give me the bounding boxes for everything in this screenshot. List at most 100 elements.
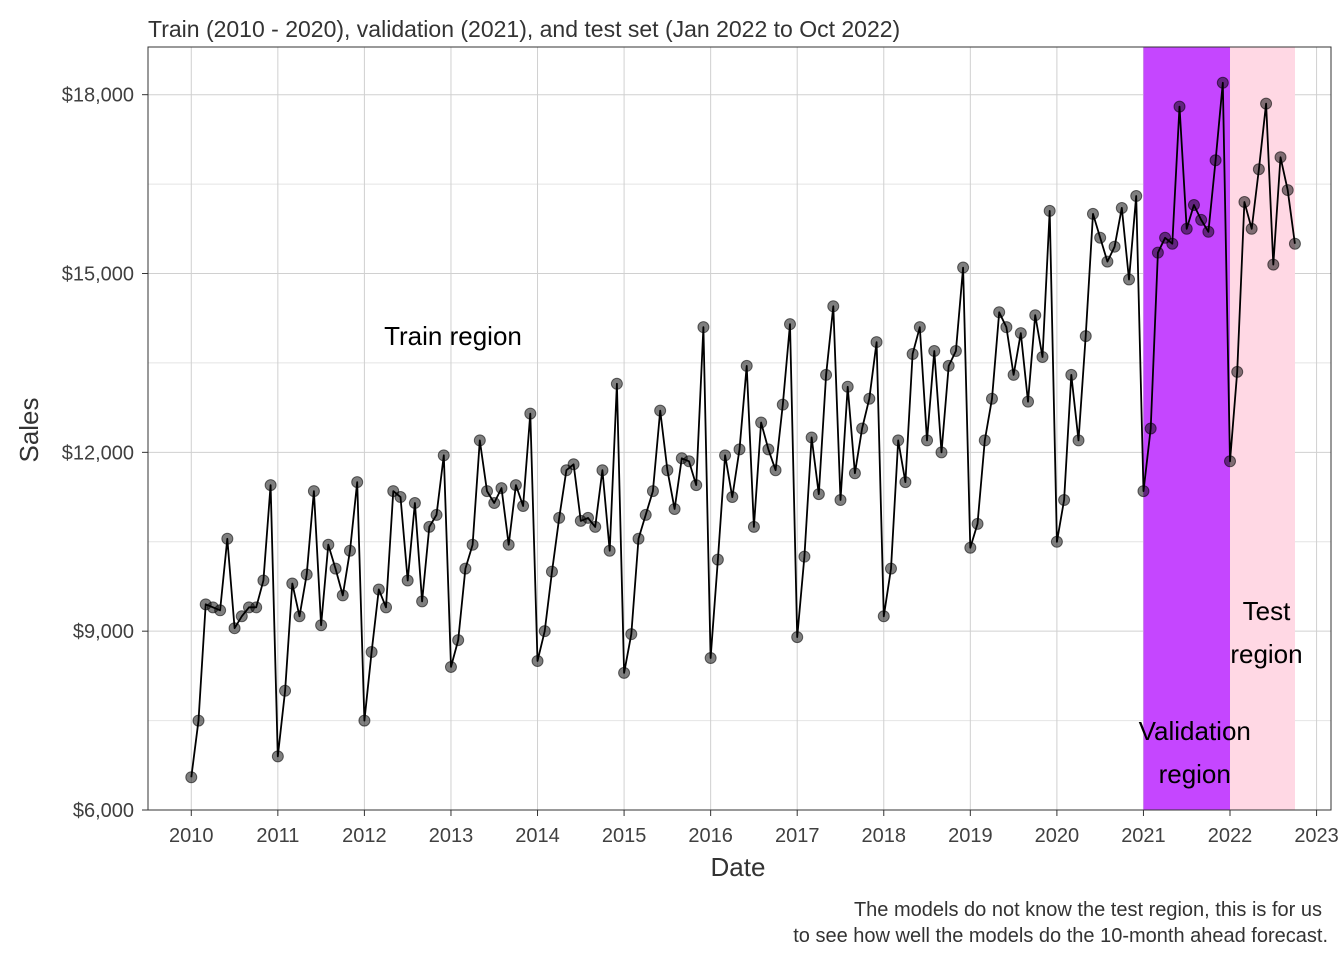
data-point bbox=[964, 541, 977, 554]
train-region-label: Train region bbox=[384, 321, 522, 351]
data-point bbox=[459, 562, 472, 575]
data-point bbox=[495, 482, 508, 495]
x-tick-label: 2014 bbox=[515, 825, 560, 847]
data-point bbox=[589, 520, 602, 533]
data-point bbox=[769, 464, 782, 477]
data-point bbox=[856, 422, 869, 435]
data-point bbox=[228, 622, 241, 635]
x-tick-label: 2017 bbox=[775, 825, 820, 847]
data-point bbox=[1166, 237, 1179, 250]
data-point bbox=[517, 499, 530, 512]
region-band-fill-1 bbox=[1230, 47, 1295, 810]
x-axis-title: Date bbox=[711, 852, 766, 882]
data-point bbox=[892, 434, 905, 447]
data-point bbox=[1267, 258, 1280, 271]
data-point bbox=[596, 464, 609, 477]
data-point bbox=[488, 497, 501, 510]
data-point bbox=[1238, 195, 1251, 208]
data-point bbox=[899, 476, 912, 489]
data-point bbox=[1281, 184, 1294, 197]
x-tick-label: 2013 bbox=[429, 825, 474, 847]
data-point bbox=[1079, 330, 1092, 343]
data-point bbox=[408, 497, 421, 510]
data-point bbox=[1050, 535, 1063, 548]
x-tick-label: 2011 bbox=[256, 825, 299, 847]
data-point bbox=[315, 619, 328, 632]
data-point bbox=[531, 654, 544, 667]
data-point bbox=[848, 467, 861, 480]
x-tick-label: 2019 bbox=[948, 825, 993, 847]
data-point bbox=[841, 380, 854, 393]
data-point bbox=[1036, 350, 1049, 363]
annotations: Train region Validation region Test region bbox=[384, 321, 1303, 789]
data-point bbox=[286, 577, 299, 590]
y-tick-label: $15,000 bbox=[62, 264, 134, 286]
data-point bbox=[884, 562, 897, 575]
data-point bbox=[1245, 222, 1258, 235]
x-tick-label: 2022 bbox=[1208, 825, 1253, 847]
x-axis-ticks: 2010 2011 2012 2013 2014 2015 2016 2017 2018 2019… bbox=[169, 810, 1339, 847]
data-point bbox=[776, 398, 789, 411]
data-point bbox=[646, 485, 659, 498]
data-point bbox=[957, 261, 970, 274]
x-tick-label: 2023 bbox=[1294, 825, 1339, 847]
y-tick-label: $18,000 bbox=[62, 85, 134, 107]
data-point bbox=[582, 511, 595, 524]
data-point bbox=[863, 392, 876, 405]
data-point bbox=[985, 392, 998, 405]
data-point bbox=[740, 359, 753, 372]
data-point bbox=[1137, 485, 1150, 498]
data-point bbox=[336, 589, 349, 602]
data-point bbox=[805, 431, 818, 444]
y-tick-label: $6,000 bbox=[73, 800, 134, 822]
data-point bbox=[834, 494, 847, 507]
data-point bbox=[1216, 76, 1229, 89]
data-point bbox=[733, 443, 746, 456]
y-axis-title: Sales bbox=[14, 397, 44, 462]
data-point bbox=[632, 532, 645, 545]
y-axis-ticks: $6,000 $9,000 $12,000 $15,000 $18,000 bbox=[62, 85, 148, 822]
data-point bbox=[1288, 237, 1301, 250]
data-point bbox=[300, 568, 313, 581]
x-tick-label: 2018 bbox=[862, 825, 907, 847]
data-point bbox=[452, 634, 465, 647]
data-point bbox=[192, 714, 205, 727]
data-point bbox=[783, 318, 796, 331]
data-point bbox=[812, 488, 825, 501]
data-point bbox=[1180, 222, 1193, 235]
data-point bbox=[509, 479, 522, 492]
test-region-label: Test bbox=[1243, 596, 1291, 626]
data-point bbox=[993, 306, 1006, 319]
data-point bbox=[1130, 190, 1143, 203]
data-point bbox=[358, 714, 371, 727]
sales-points bbox=[185, 76, 1301, 784]
data-point bbox=[1043, 204, 1056, 217]
data-point bbox=[502, 538, 515, 551]
data-point bbox=[567, 458, 580, 471]
data-point bbox=[257, 574, 270, 587]
data-point bbox=[913, 321, 926, 334]
data-point bbox=[1000, 321, 1013, 334]
data-point bbox=[545, 565, 558, 578]
data-point bbox=[1022, 395, 1035, 408]
x-tick-label: 2020 bbox=[1035, 825, 1080, 847]
data-point bbox=[271, 750, 284, 763]
caption-line-2: to see how well the models do the 10-mon… bbox=[793, 925, 1328, 947]
chart-title: Train (2010 - 2020), validation (2021), … bbox=[148, 16, 900, 42]
data-point bbox=[1252, 163, 1265, 176]
data-point bbox=[690, 479, 703, 492]
data-point bbox=[1007, 368, 1020, 381]
data-point bbox=[1224, 455, 1237, 468]
data-point bbox=[610, 377, 623, 390]
plot-panel-border bbox=[147, 46, 1332, 811]
data-point bbox=[978, 434, 991, 447]
data-point bbox=[473, 434, 486, 447]
region-band-fill-0 bbox=[1143, 47, 1231, 810]
data-point bbox=[1115, 201, 1128, 214]
data-point bbox=[697, 321, 710, 334]
data-point bbox=[380, 601, 393, 614]
data-point bbox=[877, 610, 890, 623]
data-point bbox=[827, 300, 840, 313]
data-point bbox=[401, 574, 414, 587]
